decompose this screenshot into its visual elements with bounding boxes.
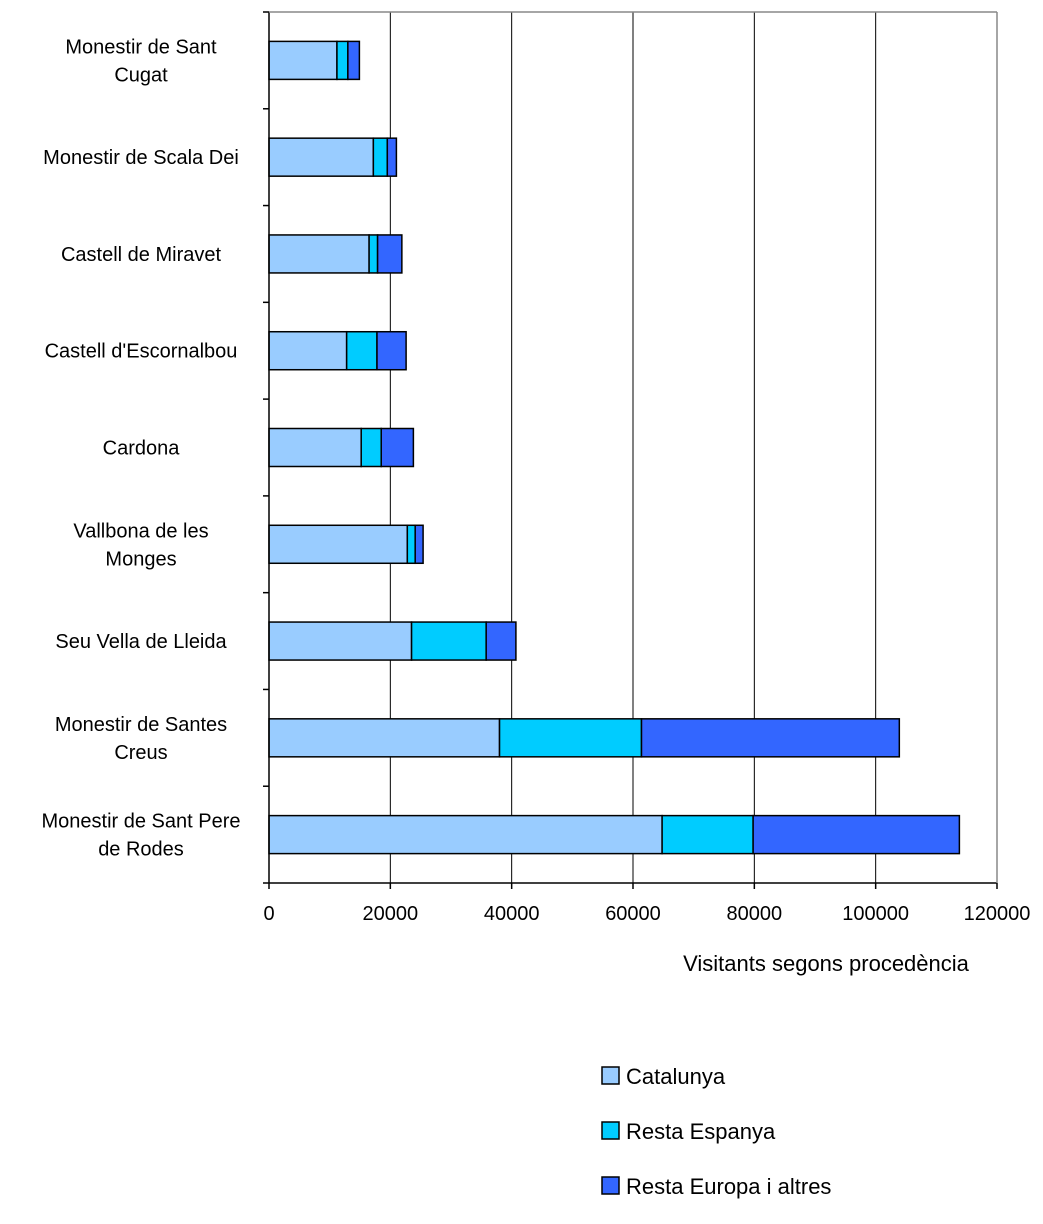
- bar-segment: [336, 40, 349, 81]
- category-label: Monestir de Sant: [65, 36, 217, 58]
- bar-segment: [372, 137, 389, 177]
- legend-swatch: [601, 1121, 620, 1140]
- bar-segment: [376, 330, 407, 371]
- legend: Catalunya Resta Espanya Resta Europa i alt…: [601, 1064, 831, 1199]
- legend-label: Resta Espanya: [626, 1119, 776, 1144]
- bar-segment: [386, 137, 398, 177]
- bar-segment: [640, 718, 901, 758]
- bar-segment: [410, 621, 487, 661]
- category-label: Seu Vella de Lleida: [55, 631, 227, 653]
- legend-label: Catalunya: [626, 1064, 726, 1089]
- bar-segment: [347, 40, 361, 81]
- bar-segment: [406, 524, 416, 565]
- category-label: Monestir de Sant Pere: [42, 811, 241, 833]
- bar-segment: [268, 427, 362, 468]
- legend-label: Resta Europa i altres: [626, 1174, 831, 1199]
- bar-segment: [268, 234, 370, 274]
- bars: [268, 40, 961, 855]
- category-label: Cugat: [114, 64, 168, 86]
- x-tick-label: 120000: [964, 903, 1031, 925]
- category-label: Vallbona de les: [73, 520, 208, 542]
- category-label: Creus: [114, 742, 167, 764]
- x-tick-label: 60000: [605, 903, 661, 925]
- bar-segment: [345, 330, 378, 371]
- category-label: Monestir de Santes: [55, 714, 227, 736]
- bar-segment: [485, 621, 517, 661]
- x-tick-label: 40000: [484, 903, 540, 925]
- bar-segment: [376, 234, 403, 274]
- category-labels: Monestir de Sant Cugat Monestir de Scala D…: [42, 36, 241, 860]
- bar-segment: [368, 234, 379, 274]
- bar-segment: [752, 814, 961, 855]
- bar-segment: [268, 814, 663, 855]
- category-label: Monges: [105, 548, 176, 570]
- bar-segment: [414, 524, 424, 565]
- category-label: Cardona: [103, 438, 181, 460]
- category-label: Castell de Miravet: [61, 244, 222, 266]
- bar-segment: [268, 330, 348, 371]
- legend-swatch: [601, 1066, 620, 1085]
- category-label: de Rodes: [98, 839, 184, 861]
- x-ticks: 0 20000 40000 60000 80000 100000 120000: [263, 883, 1030, 925]
- x-tick-label: 20000: [363, 903, 419, 925]
- bar-segment: [380, 427, 415, 468]
- x-tick-label: 80000: [727, 903, 783, 925]
- category-label: Castell d'Escornalbou: [45, 341, 238, 363]
- bar-segment: [360, 427, 382, 468]
- category-label: Monestir de Scala Dei: [43, 147, 239, 169]
- legend-swatch: [601, 1176, 620, 1195]
- x-tick-label: 100000: [842, 903, 909, 925]
- x-tick-label: 0: [263, 903, 274, 925]
- bar-segment: [268, 524, 409, 565]
- x-axis-title: Visitants segons procedència: [683, 951, 970, 976]
- bar-segment: [268, 137, 375, 177]
- bar-segment: [268, 621, 413, 661]
- bar-segment: [268, 40, 338, 81]
- bar-segment: [268, 718, 501, 758]
- bar-segment: [661, 814, 754, 855]
- y-ticks: [263, 11, 269, 884]
- bar-segment: [498, 718, 643, 758]
